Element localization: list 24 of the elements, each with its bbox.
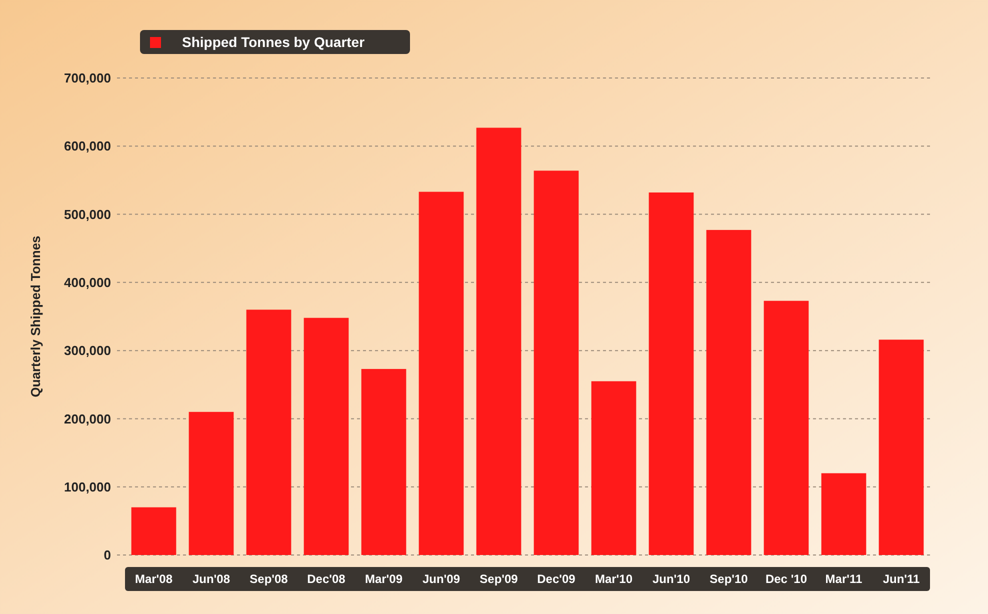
- x-tick-label: Sep'10: [710, 572, 748, 586]
- x-tick-label: Jun'10: [652, 572, 690, 586]
- x-tick-label: Dec '10: [765, 572, 808, 586]
- x-tick-label: Mar'10: [594, 572, 633, 586]
- y-tick-label: 100,000: [64, 479, 111, 494]
- x-tick-label: Dec'09: [537, 572, 576, 586]
- x-tick-label: Jun'09: [422, 572, 460, 586]
- x-tick-label: Sep'08: [250, 572, 288, 586]
- y-tick-label: 300,000: [64, 343, 111, 358]
- x-tick-label: Mar'11: [825, 572, 863, 586]
- x-tick-label: Jun'08: [192, 572, 230, 586]
- y-axis-title: Quarterly Shipped Tonnes: [28, 236, 43, 398]
- x-tick-label: Mar'08: [134, 572, 173, 586]
- y-tick-label: 700,000: [64, 70, 111, 86]
- x-tick-label: Jun'11: [882, 572, 920, 586]
- legend-label: Shipped Tonnes by Quarter: [182, 34, 366, 50]
- y-tick-label: 400,000: [64, 274, 111, 290]
- y-tick-label: 0: [104, 548, 111, 563]
- x-tick-label: Mar'09: [364, 572, 403, 586]
- x-tick-label: Sep'09: [480, 572, 518, 586]
- y-tick-label: 500,000: [64, 206, 111, 222]
- y-tick-label: 200,000: [64, 411, 111, 426]
- y-tick-label: 600,000: [64, 138, 111, 154]
- x-tick-label: Dec'08: [307, 572, 346, 586]
